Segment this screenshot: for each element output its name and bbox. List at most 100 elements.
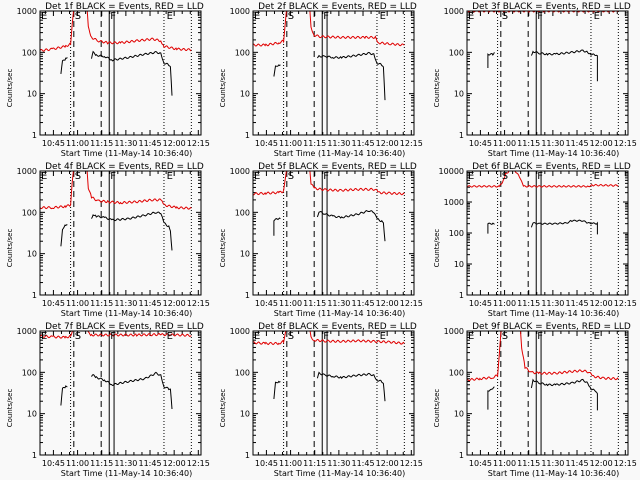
x-tick-label: 11:00 — [493, 459, 516, 468]
y-tick-label: 1000 — [230, 167, 250, 176]
y-tick-label: 1000 — [230, 327, 250, 336]
events-series-line — [316, 371, 386, 402]
phase-marker-e: E — [594, 171, 600, 182]
y-tick-label: 10000 — [439, 167, 464, 176]
x-tick-label: 11:30 — [541, 139, 564, 148]
x-tick-label: 12:00 — [590, 459, 613, 468]
x-tick-label: 11:30 — [541, 299, 564, 308]
x-tick-label: 12:00 — [163, 139, 186, 148]
x-tick-label: 11:45 — [565, 139, 588, 148]
y-tick-label: 1000 — [444, 198, 464, 207]
x-tick-label: 11:15 — [517, 459, 540, 468]
x-tick-label: 10:45 — [469, 299, 492, 308]
phase-marker-f: F — [537, 11, 543, 22]
events-series-line — [487, 52, 495, 68]
phase-marker-f: F — [537, 171, 543, 182]
phase-marker-s: S — [502, 331, 508, 342]
y-tick-label: 100 — [235, 208, 250, 217]
x-tick-label: 11:30 — [114, 299, 137, 308]
x-tick-label: 12:15 — [614, 139, 637, 148]
lld-series-line — [253, 171, 405, 196]
panel-det-3f: Det 3f BLACK = Events, RED = LLD Counts/s… — [433, 2, 637, 158]
phase-marker-e: E — [594, 331, 600, 342]
x-tick-label: 11:00 — [279, 139, 302, 148]
phase-marker-s: S — [288, 331, 294, 342]
y-tick-label: 10 — [27, 250, 37, 259]
events-series-line — [273, 64, 281, 77]
y-tick-label: 100 — [449, 229, 464, 238]
y-tick-label: 1 — [459, 291, 464, 300]
x-tick-label: 11:30 — [327, 299, 350, 308]
x-tick-label: 11:00 — [66, 299, 89, 308]
x-tick-label: 11:30 — [114, 139, 137, 148]
x-tick-label: 12:00 — [590, 299, 613, 308]
panel-title: Det 4f BLACK = Events, RED = LLD — [45, 162, 204, 172]
y-axis-label: Counts/sec — [433, 389, 441, 428]
panel-det-2f: Det 2f BLACK = Events, RED = LLD Counts/s… — [219, 2, 423, 158]
x-axis-label: Start Time (11-May-14 10:36:40) — [488, 309, 619, 318]
y-tick-label: 10 — [454, 90, 464, 99]
phase-marker-s: S — [502, 11, 508, 22]
x-tick-label: 11:15 — [303, 299, 326, 308]
phase-marker-e: E — [254, 331, 260, 342]
y-axis-label: Counts/sec — [219, 69, 227, 108]
events-series-line — [91, 371, 173, 410]
phase-marker-e: E — [41, 11, 47, 22]
y-tick-label: 10 — [240, 410, 250, 419]
lld-series-line — [253, 11, 405, 47]
panel-det-9f: Det 9f BLACK = Events, RED = LLD Counts/s… — [433, 322, 637, 478]
x-tick-label: 11:15 — [90, 139, 113, 148]
events-series-line — [530, 378, 598, 411]
plot-frame — [466, 170, 629, 296]
lld-series-line — [40, 331, 192, 339]
x-tick-label: 11:15 — [90, 459, 113, 468]
events-series-line — [316, 210, 386, 242]
events-series-line — [487, 222, 495, 234]
y-axis-label: Counts/sec — [433, 229, 441, 268]
lld-series-line — [253, 331, 405, 346]
x-tick-label: 11:00 — [493, 139, 516, 148]
plot-frame — [39, 330, 202, 456]
x-tick-label: 11:15 — [517, 139, 540, 148]
panel-det-7f: Det 7f BLACK = Events, RED = LLD Counts/s… — [6, 322, 210, 478]
y-axis-label: Counts/sec — [6, 229, 14, 268]
y-tick-label: 10 — [27, 410, 37, 419]
events-series-line — [91, 211, 173, 251]
phase-marker-e: E — [380, 331, 386, 342]
x-tick-label: 11:15 — [303, 139, 326, 148]
events-series-line — [60, 385, 68, 406]
panel-det-8f: Det 8f BLACK = Events, RED = LLD Counts/s… — [219, 322, 423, 478]
x-tick-label: 11:00 — [279, 299, 302, 308]
plot-frame — [39, 170, 202, 296]
panel-det-1f: Det 1f BLACK = Events, RED = LLD Counts/s… — [6, 2, 210, 158]
x-tick-label: 10:45 — [42, 299, 65, 308]
phase-marker-e: E — [167, 171, 173, 182]
x-tick-label: 11:30 — [327, 459, 350, 468]
phase-marker-e: E — [41, 331, 47, 342]
events-series-line — [316, 51, 386, 101]
x-tick-label: 11:45 — [138, 139, 161, 148]
panel-det-6f: Det 6f BLACK = Events, RED = LLD Counts/s… — [433, 162, 637, 318]
plot-frame — [252, 10, 415, 136]
phase-marker-f: F — [323, 11, 329, 22]
x-tick-label: 12:15 — [400, 459, 423, 468]
y-tick-label: 1 — [245, 131, 250, 140]
y-tick-label: 1 — [32, 451, 37, 460]
phase-marker-f: F — [323, 171, 329, 182]
y-tick-label: 100 — [235, 368, 250, 377]
y-tick-label: 1 — [32, 131, 37, 140]
panel-title: Det 1f BLACK = Events, RED = LLD — [45, 2, 204, 12]
x-tick-label: 12:15 — [187, 459, 210, 468]
x-tick-label: 11:45 — [138, 459, 161, 468]
y-tick-label: 10 — [240, 90, 250, 99]
panel-det-4f: Det 4f BLACK = Events, RED = LLD Counts/s… — [6, 162, 210, 318]
x-tick-label: 12:00 — [163, 459, 186, 468]
phase-marker-e: E — [41, 171, 47, 182]
x-tick-label: 11:00 — [66, 459, 89, 468]
phase-marker-f: F — [110, 11, 116, 22]
y-axis-label: Counts/sec — [433, 69, 441, 108]
events-series-line — [530, 49, 598, 82]
phase-marker-e: E — [254, 171, 260, 182]
x-tick-label: 11:45 — [351, 299, 374, 308]
